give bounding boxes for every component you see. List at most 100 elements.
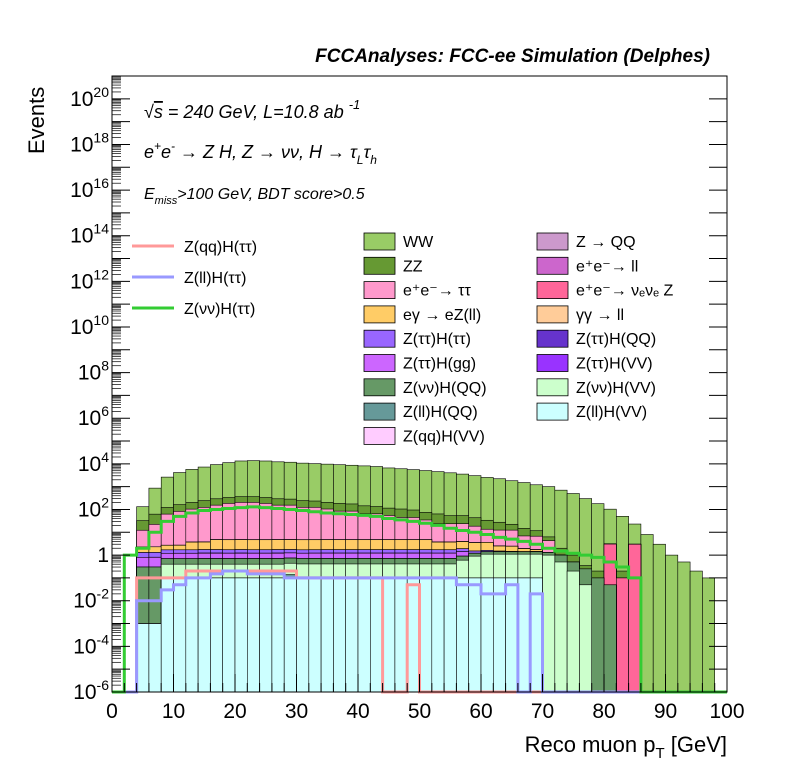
legend-swatch-e-e-ll bbox=[536, 256, 569, 275]
bar-ww-48 bbox=[702, 577, 716, 693]
bar-z-ll-h-vv-5 bbox=[173, 577, 187, 693]
bar-z-h-qq-40 bbox=[603, 584, 617, 693]
legend-label: Z(ll)H(ττ) bbox=[184, 270, 246, 287]
bar-z-ll-h-vv-26 bbox=[431, 577, 445, 693]
legend-label: ZZ bbox=[403, 258, 423, 275]
bar-z-ll-h-vv-28 bbox=[456, 577, 469, 693]
y-tick-label: 106 bbox=[78, 403, 109, 430]
legend-swatch-zz bbox=[363, 256, 396, 275]
y-tick-label: 10-4 bbox=[73, 631, 109, 658]
y-tick-label: 1010 bbox=[70, 312, 109, 339]
y-tick-label: 10-2 bbox=[73, 586, 109, 613]
x-tick-label: 0 bbox=[106, 700, 118, 723]
legend-label: Z(ττ)H(QQ) bbox=[576, 331, 656, 348]
legend-label: Z → QQ bbox=[576, 234, 636, 251]
legend-label: Z(νν)H(ττ) bbox=[184, 301, 255, 318]
bar-z-ll-h-vv-24 bbox=[406, 577, 420, 693]
bar-ww-44 bbox=[652, 543, 666, 693]
legend-label: Z(ττ)H(VV) bbox=[576, 356, 653, 373]
legend-label: eγ → eZ(ll) bbox=[403, 307, 481, 324]
legend-swatch-z-h-vv bbox=[536, 354, 569, 372]
bar-z-ll-h-vv-22 bbox=[382, 577, 396, 693]
legend-swatch-z-h-qq bbox=[536, 329, 569, 348]
bar-z-ll-h-vv-7 bbox=[197, 577, 211, 693]
y-tick-label: 1016 bbox=[70, 175, 109, 202]
x-tick-label: 80 bbox=[592, 700, 615, 723]
y-tick-label: 10-6 bbox=[73, 677, 109, 704]
bar-e-e-z-42 bbox=[628, 543, 642, 693]
legend-swatch-z-h-qq bbox=[363, 378, 396, 397]
bar-z-h-vv-36 bbox=[554, 561, 568, 693]
bar-z-ll-h-vv-25 bbox=[419, 577, 433, 693]
legend-swatch-e-e-z bbox=[536, 281, 569, 300]
legend-swatch-z-ll-h-vv bbox=[536, 402, 569, 421]
y-axis-label: Events bbox=[24, 87, 49, 154]
y-tick-label: 102 bbox=[78, 494, 109, 521]
bar-ww-46 bbox=[677, 561, 691, 693]
bar-z-h-qq-39 bbox=[591, 577, 605, 693]
bar-z-ll-h-vv-18 bbox=[333, 577, 346, 693]
bar-z-ll-h-vv-20 bbox=[357, 577, 371, 693]
y-tick-label: 1018 bbox=[70, 129, 109, 156]
y-tick-label: 1020 bbox=[70, 84, 109, 111]
legend-label: WW bbox=[403, 234, 434, 251]
legend-label: e⁺e⁻→ ll bbox=[576, 258, 638, 275]
bar-ww-47 bbox=[689, 570, 703, 693]
x-tick-label: 100 bbox=[709, 700, 744, 723]
legend-label: Z(qq)H(ττ) bbox=[184, 239, 257, 256]
bar-z-ll-h-vv-13 bbox=[271, 577, 285, 693]
legend-swatch-z-ll-h-qq bbox=[363, 402, 396, 421]
legend-swatch-z-h-vv bbox=[536, 378, 569, 397]
bar-z-ll-h-vv-32 bbox=[505, 577, 519, 693]
x-tick-label: 40 bbox=[346, 700, 369, 723]
bar-z-ll-h-vv-12 bbox=[259, 577, 273, 693]
bar-z-ll-h-vv-9 bbox=[222, 577, 236, 693]
bar-z-ll-h-vv-29 bbox=[468, 577, 482, 693]
bar-z-h-vv-37 bbox=[566, 570, 580, 693]
legend-label: γγ → ll bbox=[576, 307, 624, 324]
bar-z-ll-h-vv-6 bbox=[185, 577, 199, 693]
legend-swatch-z-h bbox=[363, 329, 396, 348]
y-tick-label: 1012 bbox=[70, 266, 109, 293]
legend-label: Z(νν)H(QQ) bbox=[403, 380, 487, 397]
legend-label: Z(ττ)H(gg) bbox=[403, 356, 476, 373]
bar-z-ll-h-vv-4 bbox=[160, 577, 174, 693]
chart-title: FCCAnalyses: FCC-ee Simulation (Delphes) bbox=[315, 46, 710, 67]
legend-swatch-z-h-gg bbox=[363, 354, 396, 372]
x-tick-label: 60 bbox=[469, 700, 492, 723]
series-z-ll-h-vv bbox=[136, 577, 543, 693]
bar-z-h-vv-38 bbox=[579, 584, 593, 693]
bar-z-ll-h-vv-33 bbox=[517, 577, 531, 693]
legend-label: Z(νν)H(VV) bbox=[576, 380, 656, 397]
bar-z-ll-h-vv-3 bbox=[148, 623, 162, 693]
y-tick-label: 108 bbox=[78, 358, 109, 385]
bar-z-ll-h-vv-23 bbox=[394, 577, 408, 693]
legend-swatch-ll bbox=[536, 305, 569, 324]
x-tick-label: 10 bbox=[162, 700, 185, 723]
y-tick-label: 104 bbox=[78, 449, 109, 476]
bar-z-ll-h-vv-21 bbox=[369, 577, 383, 693]
legend-label: e⁺e⁻→ ττ bbox=[403, 283, 471, 300]
annotation-energy: √s = 240 GeV, L=10.8 ab -1 bbox=[144, 97, 360, 122]
legend-swatch-e-ez-ll bbox=[363, 305, 396, 324]
bar-z-ll-h-vv-14 bbox=[283, 577, 297, 693]
bar-z-ll-h-vv-8 bbox=[210, 577, 223, 693]
bar-z-ll-h-vv-27 bbox=[443, 577, 457, 693]
bar-z-ll-h-vv-10 bbox=[234, 577, 248, 693]
legend-label: e⁺e⁻→ νₑνₑ Z bbox=[576, 283, 673, 300]
bar-z-ll-h-vv-11 bbox=[247, 577, 260, 693]
annotation-selection: Emiss>100 GeV, BDT score>0.5 bbox=[144, 186, 365, 207]
line-z-h bbox=[112, 505, 727, 694]
x-tick-label: 20 bbox=[223, 700, 246, 723]
legend-swatch-e-e bbox=[363, 281, 396, 300]
bar-z-h-vv-35 bbox=[542, 554, 556, 693]
legend-swatch-ww bbox=[363, 232, 396, 251]
legend-label: Z(ll)H(QQ) bbox=[403, 404, 478, 421]
y-tick-label: 1014 bbox=[70, 221, 109, 248]
bar-z-ll-h-vv-2 bbox=[136, 623, 150, 693]
x-tick-label: 30 bbox=[285, 700, 308, 723]
legend-swatch-z-qq-h-vv bbox=[363, 426, 396, 445]
legend-swatch-z-qq bbox=[536, 232, 569, 251]
bar-z-ll-h-vv-15 bbox=[296, 577, 310, 693]
